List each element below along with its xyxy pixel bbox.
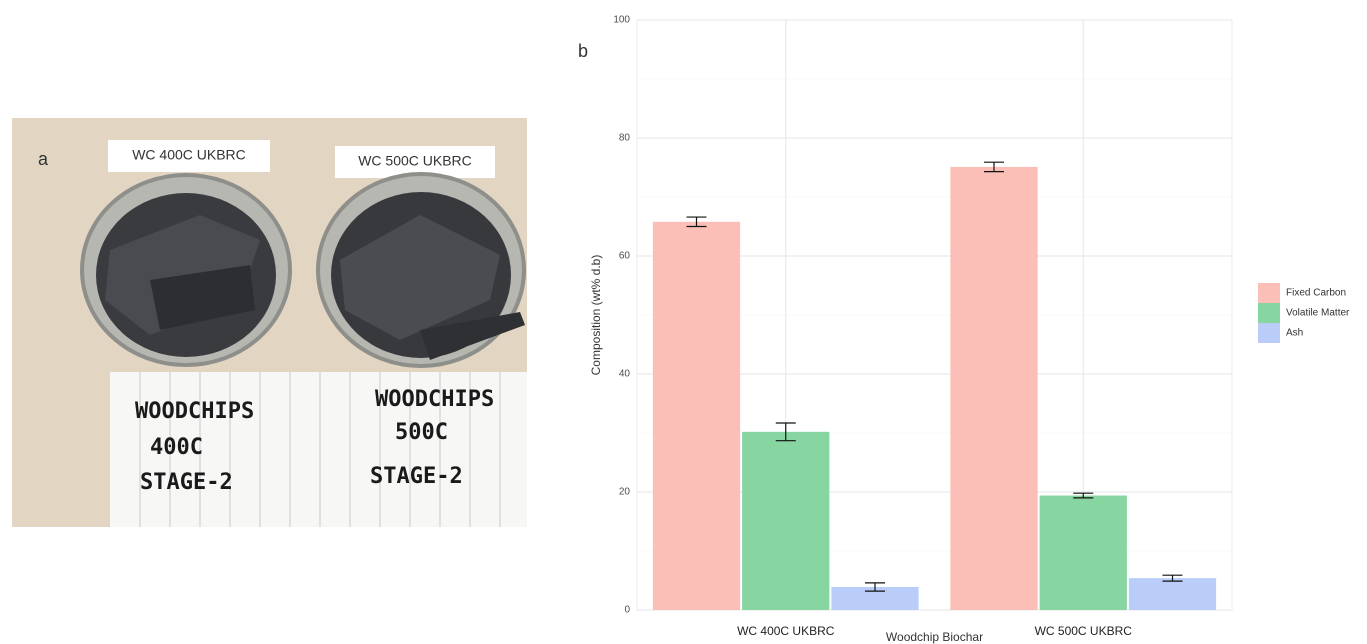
tag: WC 400C UKBRC xyxy=(132,147,246,163)
x-tick-label: WC 400C UKBRC xyxy=(737,624,835,638)
y-axis-title: Composition (wt% d.b) xyxy=(589,255,603,376)
note: STAGE-2 xyxy=(370,464,463,489)
bar xyxy=(653,222,740,610)
y-tick-label: 100 xyxy=(613,15,630,26)
y-tick-label: 20 xyxy=(619,487,631,498)
figure: a WC 400C UKBRC WC 500C UKBRC WOODCHIPS … xyxy=(0,0,1367,644)
panel-label: b xyxy=(578,41,588,61)
note: WOODCHIPS xyxy=(375,387,494,412)
panel-label: a xyxy=(38,149,49,169)
y-tick-label: 40 xyxy=(619,369,631,380)
legend-key xyxy=(1258,283,1280,303)
chart: 0 20 40 60 80 100 WC 400C UKBRC WC 500C UKBRC b W… xyxy=(578,15,1350,644)
bar xyxy=(1129,578,1216,610)
y-tick-label: 60 xyxy=(619,251,631,262)
x-tick-label: WC 500C UKBRC xyxy=(1035,624,1133,638)
tag: WC 500C UKBRC xyxy=(358,153,472,169)
legend-key xyxy=(1258,303,1280,323)
legend-key xyxy=(1258,323,1280,343)
y-tick-label: 0 xyxy=(624,605,630,616)
legend-label: Volatile Matter xyxy=(1286,308,1350,319)
note: 400C xyxy=(150,435,203,460)
x-axis-title: Woodchip Biochar xyxy=(886,630,983,644)
bar xyxy=(950,167,1037,610)
photo: a WC 400C UKBRC WC 500C UKBRC WOODCHIPS … xyxy=(12,118,527,527)
note: WOODCHIPS xyxy=(135,399,254,424)
legend-label: Fixed Carbon xyxy=(1286,288,1346,299)
bar xyxy=(1040,496,1127,610)
note: STAGE-2 xyxy=(140,470,233,495)
legend-label: Ash xyxy=(1286,328,1303,339)
bar xyxy=(742,432,829,610)
note: 500C xyxy=(395,420,448,445)
y-tick-label: 80 xyxy=(619,133,631,144)
